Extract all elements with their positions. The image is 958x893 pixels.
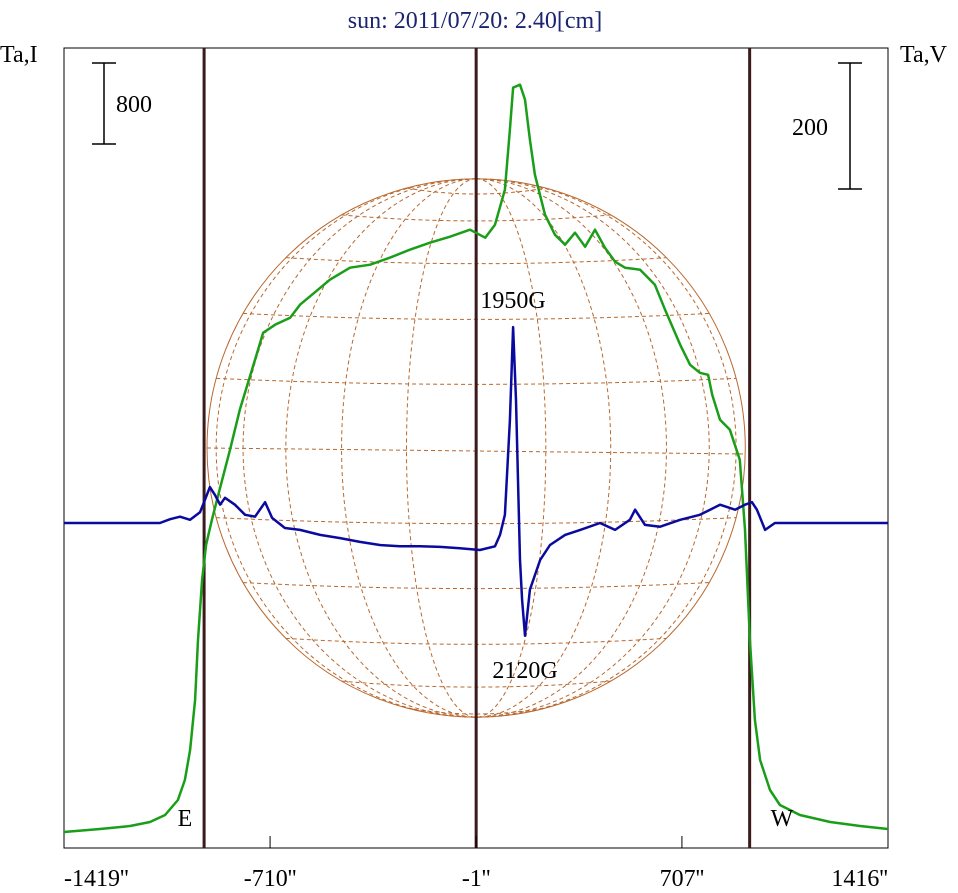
x-tick-label: 707'': [660, 866, 705, 892]
x-tick-label: -1419'': [64, 866, 129, 892]
x-tick-label: -710'': [244, 866, 297, 892]
disk-meridian: [405, 178, 477, 718]
series-line: [64, 325, 888, 637]
y-axis-label: Ta,I: [0, 42, 38, 68]
disk-meridian: [341, 178, 477, 718]
scale-bar-v: [838, 62, 862, 190]
disk-meridian: [476, 178, 667, 718]
series-line: [63, 83, 889, 834]
disk-parallel: [406, 187, 546, 195]
scale-label-v: 200: [792, 115, 828, 141]
disk-parallel: [406, 707, 546, 715]
scale-bar-i: [92, 62, 116, 145]
chart-title: sun: 2011/07/20: 2.40[cm]: [348, 8, 602, 34]
disk-meridian: [285, 178, 477, 718]
x-tick-label: 1416'': [831, 866, 888, 892]
disk-meridian: [476, 178, 547, 718]
annotation: E: [178, 806, 193, 832]
x-tick-label: -1'': [462, 866, 491, 892]
disk-meridian: [476, 178, 612, 718]
annotation: 1950G: [480, 288, 545, 314]
annotation: W: [771, 806, 794, 832]
scale-label-i: 800: [116, 92, 152, 118]
y2-axis-label: Ta,V: [900, 42, 948, 68]
annotation: 2120G: [492, 658, 557, 684]
disk-meridian: [476, 178, 710, 718]
